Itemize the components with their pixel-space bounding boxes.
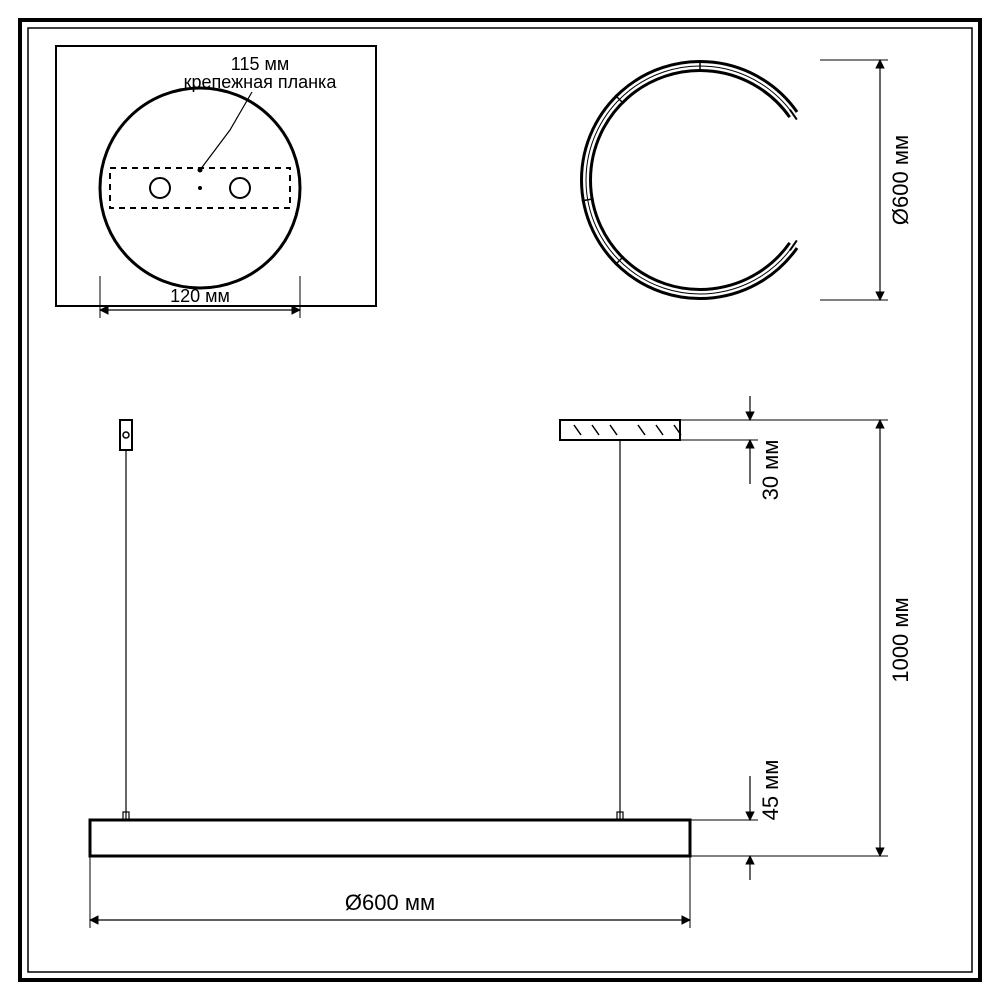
svg-text:30 мм: 30 мм [758,440,783,501]
svg-text:Ø600 мм: Ø600 мм [888,135,913,225]
svg-text:120 мм: 120 мм [170,286,230,306]
ring-side-view [90,820,690,856]
svg-text:1000 мм: 1000 мм [888,597,913,682]
svg-text:115 мм: 115 мм [231,54,289,74]
svg-text:45 мм: 45 мм [758,760,783,821]
svg-text:крепежная планка: крепежная планка [184,72,338,92]
svg-text:Ø600 мм: Ø600 мм [345,890,435,915]
